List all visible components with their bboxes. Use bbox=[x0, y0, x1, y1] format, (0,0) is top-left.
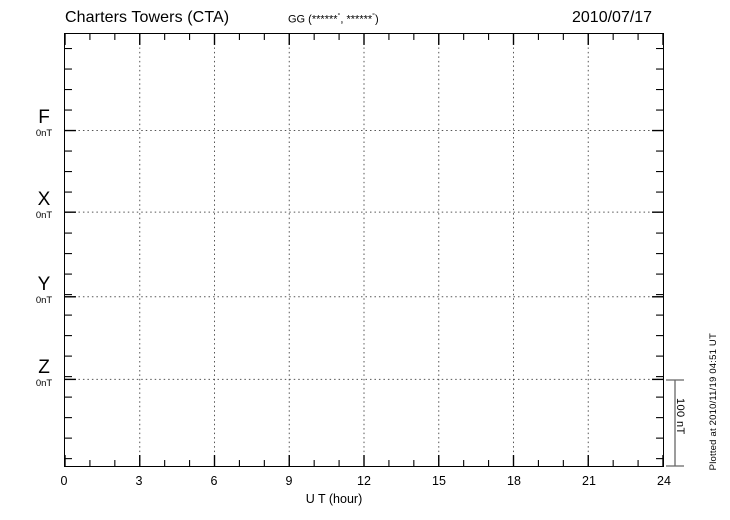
component-label-x: X 0nT bbox=[24, 190, 64, 221]
component-letter-y: Y bbox=[37, 274, 51, 295]
axis-ticks bbox=[64, 34, 664, 466]
x-tick-label-21: 21 bbox=[582, 474, 596, 488]
observation-date: 2010/07/17 bbox=[572, 9, 653, 26]
component-label-z: Z 0nT bbox=[24, 358, 64, 389]
x-axis-title-text: U T (hour) bbox=[305, 492, 363, 506]
plot-frame bbox=[64, 33, 664, 467]
component-label-f: F 0nT bbox=[24, 108, 64, 139]
plotted-at-stamp: Plotted at 2010/11/19 04:51 UT bbox=[708, 333, 719, 471]
scale-bar bbox=[660, 379, 690, 467]
x-tick-label-12: 12 bbox=[357, 474, 371, 488]
x-tick-label-18: 18 bbox=[507, 474, 521, 488]
x-axis-title: U T (hour) bbox=[0, 492, 730, 506]
latitude-value: ****** bbox=[311, 13, 338, 26]
coordinates-open-paren: ( bbox=[305, 13, 312, 26]
longitude-value: ****** bbox=[346, 13, 373, 26]
station-coordinates: GG (******°, ******°) bbox=[288, 13, 379, 26]
data-traces bbox=[65, 34, 663, 466]
component-label-y: Y 0nT bbox=[24, 275, 64, 306]
component-letter-x: X bbox=[37, 189, 51, 210]
page-title: Charters Towers (CTA) bbox=[65, 9, 230, 26]
component-baseline-z: 0nT bbox=[35, 378, 53, 389]
x-tick-label-15: 15 bbox=[432, 474, 446, 488]
component-baseline-y: 0nT bbox=[35, 295, 53, 306]
x-tick-label-24: 24 bbox=[657, 474, 671, 488]
component-baseline-x: 0nT bbox=[35, 210, 53, 221]
longitude-degree-symbol: ° bbox=[372, 13, 375, 20]
scale-bar-label: 100 nT bbox=[674, 398, 686, 435]
component-baseline-f: 0nT bbox=[35, 128, 53, 139]
x-tick-label-0: 0 bbox=[60, 474, 68, 488]
component-letter-f: F bbox=[38, 107, 50, 128]
coordinates-close-paren: ) bbox=[374, 13, 379, 26]
x-tick-label-9: 9 bbox=[285, 474, 293, 488]
coordinates-separator: , bbox=[340, 13, 347, 26]
x-tick-label-6: 6 bbox=[210, 474, 218, 488]
latitude-degree-symbol: ° bbox=[337, 13, 341, 20]
x-tick-label-3: 3 bbox=[135, 474, 143, 488]
component-letter-z: Z bbox=[38, 357, 50, 378]
gridlines bbox=[65, 34, 663, 466]
coordinate-system-label: GG bbox=[288, 13, 306, 26]
